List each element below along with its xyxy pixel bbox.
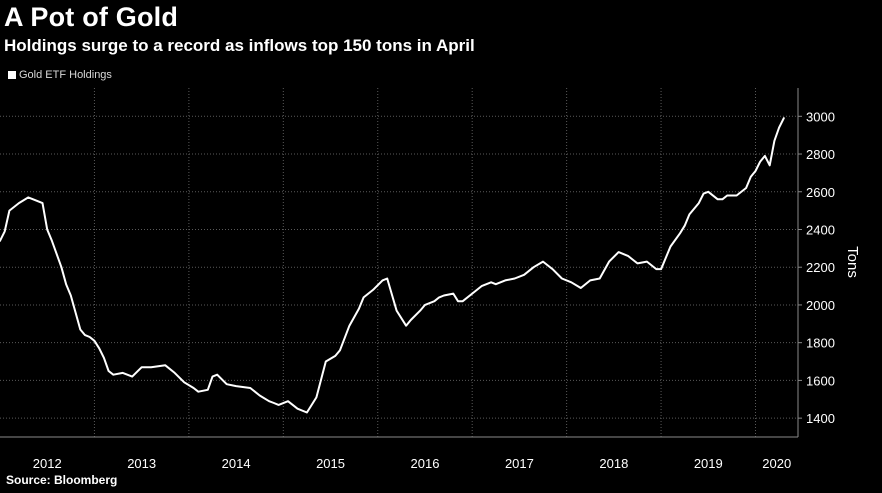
legend-label-gold-etf-holdings: Gold ETF Holdings bbox=[19, 69, 112, 81]
chart-title: A Pot of Gold bbox=[4, 2, 179, 32]
chart-subtitle: Holdings surge to a record as inflows to… bbox=[4, 36, 475, 55]
series-line-gold-etf-holdings bbox=[0, 117, 785, 414]
x-tick-label-2015: 2015 bbox=[316, 456, 345, 471]
y-tick-label-2000: 2000 bbox=[806, 298, 835, 313]
y-tick-label-1800: 1800 bbox=[806, 336, 835, 351]
y-tick-label-2600: 2600 bbox=[806, 185, 835, 200]
x-tick-label-2017: 2017 bbox=[505, 456, 534, 471]
x-tick-label-2013: 2013 bbox=[127, 456, 156, 471]
y-axis-label: Tons bbox=[844, 246, 861, 278]
x-tick-label-2014: 2014 bbox=[222, 456, 251, 471]
x-tick-label-2020: 2020 bbox=[762, 456, 791, 471]
y-tick-label-1600: 1600 bbox=[806, 373, 835, 388]
x-tick-label-2018: 2018 bbox=[599, 456, 628, 471]
y-tick-label-3000: 3000 bbox=[806, 109, 835, 124]
y-tick-label-2400: 2400 bbox=[806, 222, 835, 237]
source-note: Source: Bloomberg bbox=[6, 473, 118, 487]
legend: Gold ETF Holdings bbox=[8, 69, 112, 81]
x-tick-label-2019: 2019 bbox=[694, 456, 723, 471]
y-tick-label-2200: 2200 bbox=[806, 260, 835, 275]
x-tick-label-2016: 2016 bbox=[411, 456, 440, 471]
legend-swatch-gold-etf-holdings bbox=[8, 71, 16, 79]
x-tick-label-2012: 2012 bbox=[33, 456, 62, 471]
y-tick-label-1400: 1400 bbox=[806, 411, 835, 426]
y-tick-label-2800: 2800 bbox=[806, 147, 835, 162]
